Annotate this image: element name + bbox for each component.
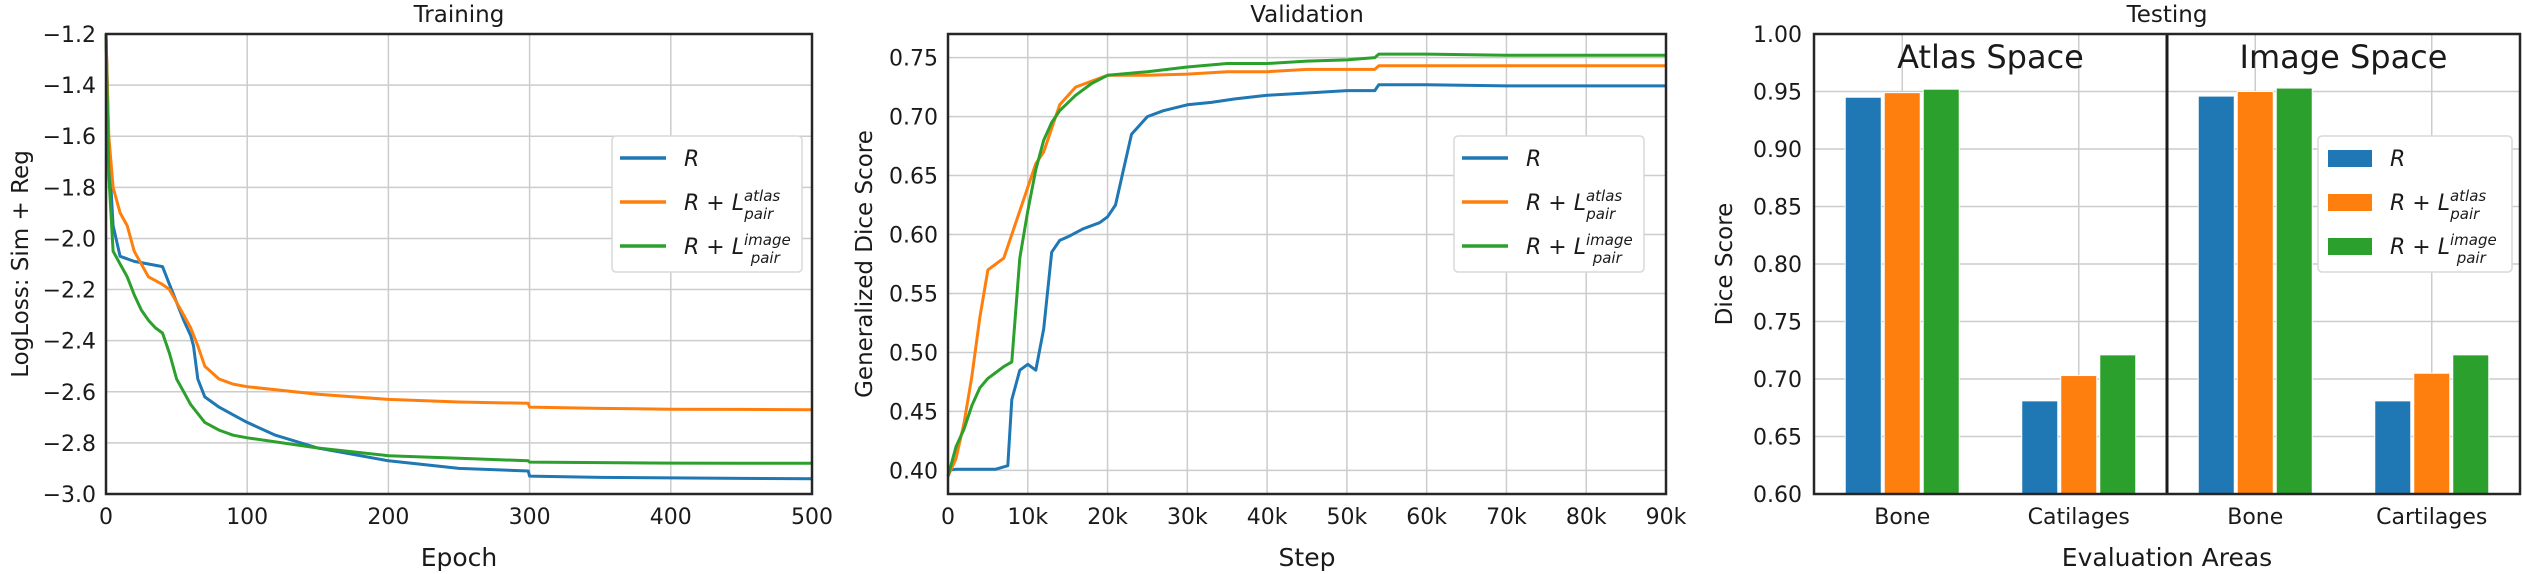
- validation-ytick-label: 0.75: [889, 47, 938, 72]
- testing-ytick-label: 1.00: [1753, 23, 1802, 48]
- testing-xtick-label: Bone: [1874, 505, 1930, 530]
- training-xtick-label: 300: [509, 505, 551, 530]
- validation-xtick-label: 50k: [1327, 505, 1368, 530]
- validation-legend-label: R: [1526, 147, 1541, 172]
- validation-xtick-label: 0: [941, 505, 955, 530]
- validation-xtick-label: 20k: [1087, 505, 1128, 530]
- validation-ytick-label: 0.45: [889, 400, 938, 425]
- validation-xtick-label: 60k: [1406, 505, 1447, 530]
- validation-ytick-label: 0.55: [889, 282, 938, 307]
- testing-title: Testing: [2126, 2, 2208, 28]
- testing-ytick-label: 0.70: [1753, 368, 1802, 393]
- training-xtick-label: 500: [791, 505, 833, 530]
- training-legend-label: R + Limage pair: [684, 231, 791, 267]
- testing-ytick-label: 0.80: [1753, 253, 1802, 278]
- testing-section-label: Image Space: [2240, 38, 2448, 76]
- training-xtick-label: 200: [367, 505, 409, 530]
- validation-title: Validation: [1250, 2, 1364, 28]
- training-xtick-label: 0: [99, 505, 113, 530]
- testing-section-label: Atlas Space: [1897, 38, 2084, 76]
- testing-ytick-label: 0.65: [1753, 426, 1802, 451]
- testing-ylabel: Dice Score: [1712, 203, 1738, 326]
- testing-axes-frame: [1812, 32, 2522, 496]
- validation-ytick-label: 0.40: [889, 459, 938, 484]
- validation-ytick-label: 0.50: [889, 341, 938, 366]
- training-ytick-label: −1.8: [43, 176, 96, 201]
- training-legend-box: [611, 135, 803, 273]
- testing-bar: [2452, 354, 2490, 495]
- testing-xlabel: Evaluation Areas: [2062, 543, 2272, 572]
- training-ytick-label: −1.2: [43, 23, 96, 48]
- validation-ytick-label: 0.70: [889, 106, 938, 131]
- training-ytick-label: −2.6: [43, 381, 96, 406]
- testing-legend-label: R: [2390, 147, 2405, 172]
- validation-xtick-label: 80k: [1566, 505, 1607, 530]
- training-axes-frame: [104, 32, 814, 496]
- training-title: Training: [413, 2, 505, 28]
- testing-ytick-label: 0.90: [1753, 138, 1802, 163]
- testing-bar: [1844, 96, 1882, 495]
- validation-xtick-label: 10k: [1007, 505, 1048, 530]
- testing-bar: [2021, 400, 2059, 495]
- validation-ytick-label: 0.65: [889, 165, 938, 190]
- testing-xtick-label: Catilages: [2028, 505, 2130, 530]
- validation-xtick-label: 40k: [1247, 505, 1288, 530]
- testing-legend-label: R + Limage pair: [2390, 231, 2497, 267]
- training-series-line: [104, 33, 813, 412]
- training-ytick-label: −2.8: [43, 432, 96, 457]
- testing-bar: [2197, 95, 2235, 495]
- validation-xlabel: Step: [1279, 543, 1336, 572]
- testing-ytick-label: 0.95: [1753, 81, 1802, 106]
- validation-ylabel: Generalized Dice Score: [852, 130, 878, 398]
- training-legend-label: R + Latlas pair: [684, 187, 780, 223]
- training-legend-label: R: [684, 147, 699, 172]
- training-ytick-label: −2.2: [43, 279, 96, 304]
- testing-bar: [1883, 92, 1921, 495]
- training-ylabel: LogLoss: Sim + Reg: [8, 150, 34, 378]
- testing-legend-label: R + Latlas pair: [2390, 187, 2486, 223]
- validation-series-line: [946, 64, 1666, 477]
- training-ytick-label: −1.6: [43, 125, 96, 150]
- testing-bar: [1922, 88, 1960, 495]
- training-series-line: [104, 33, 812, 465]
- testing-bar: [2275, 87, 2313, 495]
- testing-xtick-label: Cartilages: [2376, 505, 2487, 530]
- validation-ytick-label: 0.60: [889, 224, 938, 249]
- testing-bar: [2060, 375, 2098, 495]
- validation-series-line: [947, 83, 1666, 472]
- validation-xtick-label: 30k: [1167, 505, 1208, 530]
- testing-bar: [2413, 372, 2451, 495]
- training-ytick-label: −1.4: [43, 74, 96, 99]
- validation-xtick-label: 70k: [1486, 505, 1527, 530]
- validation-legend-label: R + Latlas pair: [1526, 187, 1622, 223]
- testing-bar: [2236, 91, 2274, 495]
- testing-legend-swatch: [2328, 194, 2372, 211]
- validation-legend-label: R + Limage pair: [1526, 231, 1633, 267]
- validation-legend-box: [1453, 135, 1645, 273]
- validation-xtick-label: 90k: [1646, 505, 1687, 530]
- training-xlabel: Epoch: [421, 543, 498, 572]
- testing-ytick-label: 0.60: [1753, 483, 1802, 508]
- validation-series-line: [946, 52, 1666, 477]
- testing-ytick-label: 0.85: [1753, 196, 1802, 221]
- testing-legend-swatch: [2328, 238, 2372, 255]
- training-xtick-label: 100: [226, 505, 268, 530]
- training-ytick-label: −2.0: [43, 227, 96, 252]
- testing-bar: [2374, 400, 2412, 495]
- validation-axes-frame: [946, 32, 1668, 496]
- training-ytick-label: −3.0: [43, 483, 96, 508]
- testing-legend-swatch: [2328, 150, 2372, 167]
- training-ytick-label: −2.4: [43, 330, 96, 355]
- testing-ytick-label: 0.75: [1753, 311, 1802, 336]
- training-xtick-label: 400: [650, 505, 692, 530]
- testing-bar: [2099, 354, 2137, 495]
- testing-xtick-label: Bone: [2227, 505, 2283, 530]
